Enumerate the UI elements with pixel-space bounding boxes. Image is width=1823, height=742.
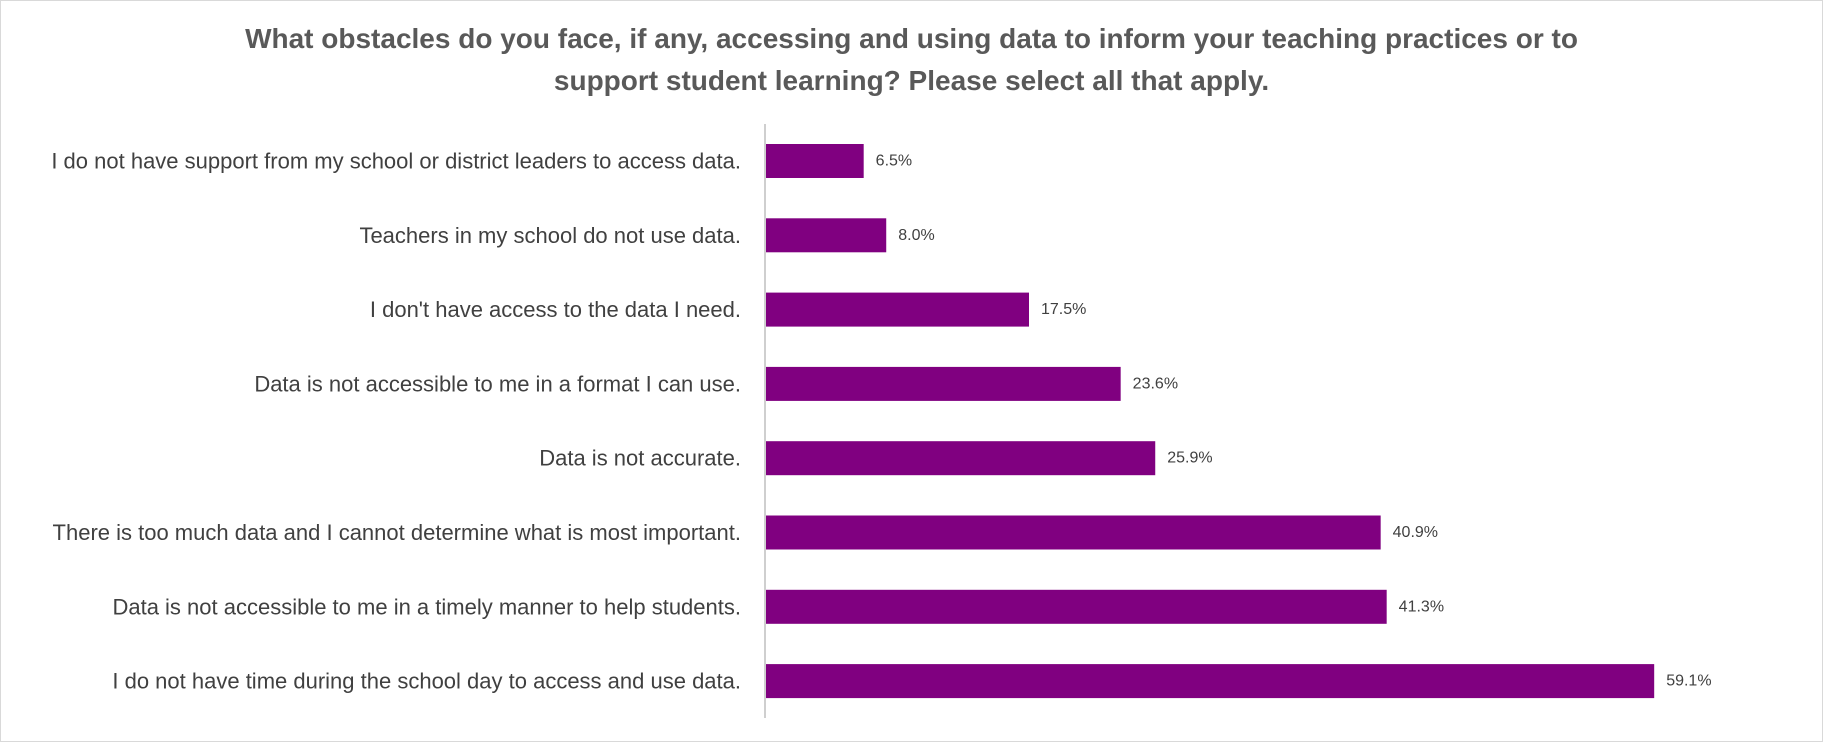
bar bbox=[766, 664, 1655, 699]
category-label: Data is not accessible to me in a timely… bbox=[112, 594, 741, 619]
chart-title: What obstacles do you face, if any, acce… bbox=[0, 18, 1823, 102]
bar bbox=[766, 144, 864, 178]
value-label: 59.1% bbox=[1666, 673, 1711, 690]
bar bbox=[766, 292, 1029, 327]
bar bbox=[766, 366, 1121, 401]
category-label: Teachers in my school do not use data. bbox=[359, 223, 741, 248]
category-label: I don't have access to the data I need. bbox=[370, 297, 741, 322]
value-label: 23.6% bbox=[1133, 375, 1178, 392]
chart-title-line-1: What obstacles do you face, if any, acce… bbox=[245, 23, 1578, 54]
value-label: 8.0% bbox=[898, 227, 934, 244]
category-label: I do not have support from my school or … bbox=[51, 149, 741, 174]
category-label: There is too much data and I cannot dete… bbox=[53, 520, 741, 545]
value-label: 25.9% bbox=[1167, 450, 1212, 467]
value-label: 17.5% bbox=[1041, 301, 1086, 318]
bar bbox=[766, 515, 1381, 550]
category-label: Data is not accessible to me in a format… bbox=[254, 371, 741, 396]
bar-series: I do not have support from my school or … bbox=[51, 144, 1712, 699]
value-label: 40.9% bbox=[1393, 524, 1438, 541]
bar bbox=[766, 589, 1387, 624]
category-label: I do not have time during the school day… bbox=[112, 669, 741, 694]
value-label: 41.3% bbox=[1399, 598, 1444, 615]
bar bbox=[766, 441, 1156, 476]
category-label: Data is not accurate. bbox=[539, 446, 741, 471]
value-label: 6.5% bbox=[876, 153, 912, 170]
bar bbox=[766, 218, 887, 253]
chart-title-line-2: support student learning? Please select … bbox=[553, 65, 1270, 96]
